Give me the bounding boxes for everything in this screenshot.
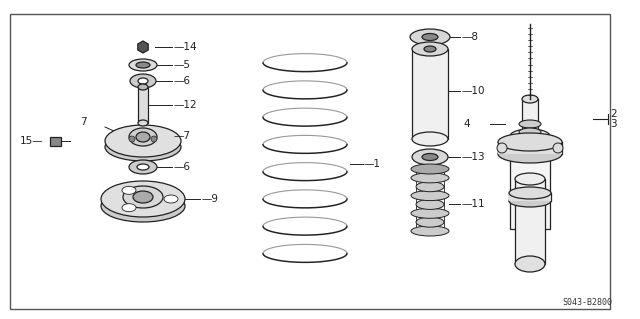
Text: —11: —11: [461, 199, 484, 209]
Text: —5: —5: [173, 60, 190, 70]
Text: S043-B2800: S043-B2800: [562, 298, 612, 307]
Ellipse shape: [498, 133, 562, 151]
Ellipse shape: [151, 136, 157, 142]
Ellipse shape: [509, 195, 551, 207]
Ellipse shape: [410, 29, 450, 45]
Text: 7: 7: [80, 117, 86, 127]
Ellipse shape: [164, 195, 178, 203]
Ellipse shape: [412, 149, 448, 165]
Ellipse shape: [136, 62, 150, 68]
Ellipse shape: [412, 132, 448, 146]
Text: 2: 2: [610, 109, 616, 119]
Text: —7: —7: [173, 131, 190, 141]
Text: 4: 4: [463, 119, 470, 129]
Ellipse shape: [553, 143, 563, 153]
Ellipse shape: [130, 74, 156, 88]
Ellipse shape: [138, 84, 148, 90]
Ellipse shape: [105, 125, 181, 157]
Ellipse shape: [137, 164, 149, 170]
FancyBboxPatch shape: [49, 137, 61, 145]
Ellipse shape: [509, 187, 551, 199]
Ellipse shape: [123, 186, 163, 208]
Ellipse shape: [411, 226, 449, 236]
Ellipse shape: [129, 160, 157, 174]
Ellipse shape: [411, 208, 449, 218]
Bar: [510, 136, 550, 229]
Text: —6: —6: [173, 162, 190, 172]
Ellipse shape: [519, 128, 541, 136]
Bar: [522, 99, 538, 134]
Ellipse shape: [138, 78, 148, 84]
Ellipse shape: [498, 145, 562, 163]
Ellipse shape: [138, 120, 148, 126]
Ellipse shape: [416, 182, 444, 192]
Ellipse shape: [411, 173, 449, 183]
Ellipse shape: [101, 181, 185, 217]
Text: —10: —10: [461, 86, 484, 96]
Ellipse shape: [416, 217, 444, 227]
Text: —1: —1: [364, 159, 381, 169]
Text: 3: 3: [610, 119, 616, 129]
Text: —6: —6: [173, 76, 190, 86]
Ellipse shape: [416, 199, 444, 210]
Ellipse shape: [411, 190, 449, 201]
Bar: [498, 142, 562, 154]
Ellipse shape: [522, 95, 538, 103]
Ellipse shape: [411, 164, 449, 174]
Text: 15—: 15—: [20, 136, 44, 146]
Ellipse shape: [129, 128, 157, 146]
Text: —8: —8: [461, 32, 478, 42]
Ellipse shape: [101, 190, 185, 222]
Ellipse shape: [122, 204, 136, 212]
Bar: [412, 49, 448, 139]
Ellipse shape: [510, 129, 550, 143]
Bar: [138, 87, 148, 123]
Ellipse shape: [133, 191, 153, 203]
Ellipse shape: [105, 133, 181, 161]
Ellipse shape: [136, 132, 150, 142]
Text: —13: —13: [461, 152, 484, 162]
Ellipse shape: [515, 256, 545, 272]
Text: —14: —14: [173, 42, 196, 52]
Bar: [509, 193, 551, 201]
Ellipse shape: [129, 59, 157, 71]
Ellipse shape: [515, 173, 545, 185]
Ellipse shape: [129, 136, 135, 142]
Text: —12: —12: [173, 100, 196, 110]
Ellipse shape: [412, 42, 448, 56]
Ellipse shape: [422, 33, 438, 41]
Ellipse shape: [519, 120, 541, 128]
Ellipse shape: [422, 153, 438, 160]
Bar: [515, 179, 545, 264]
Ellipse shape: [122, 186, 136, 194]
Ellipse shape: [424, 46, 436, 52]
Text: —9: —9: [201, 194, 218, 204]
Ellipse shape: [497, 143, 507, 153]
